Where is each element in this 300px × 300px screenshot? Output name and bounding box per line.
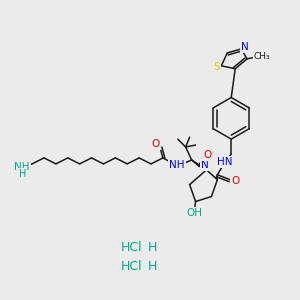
- Text: OH: OH: [187, 208, 202, 218]
- Text: N: N: [201, 160, 208, 170]
- Text: H: H: [148, 260, 158, 273]
- Text: NH: NH: [14, 162, 30, 172]
- Text: NH: NH: [169, 160, 184, 170]
- Text: HCl: HCl: [120, 241, 142, 254]
- Text: O: O: [152, 139, 160, 149]
- Text: H: H: [19, 169, 26, 179]
- Text: O: O: [231, 176, 239, 186]
- Text: O: O: [203, 150, 211, 160]
- Text: CH₃: CH₃: [254, 52, 270, 62]
- Text: S: S: [213, 62, 220, 72]
- Text: H: H: [148, 241, 158, 254]
- Text: HCl: HCl: [120, 260, 142, 273]
- Text: HN: HN: [217, 157, 232, 167]
- Text: N: N: [241, 42, 249, 52]
